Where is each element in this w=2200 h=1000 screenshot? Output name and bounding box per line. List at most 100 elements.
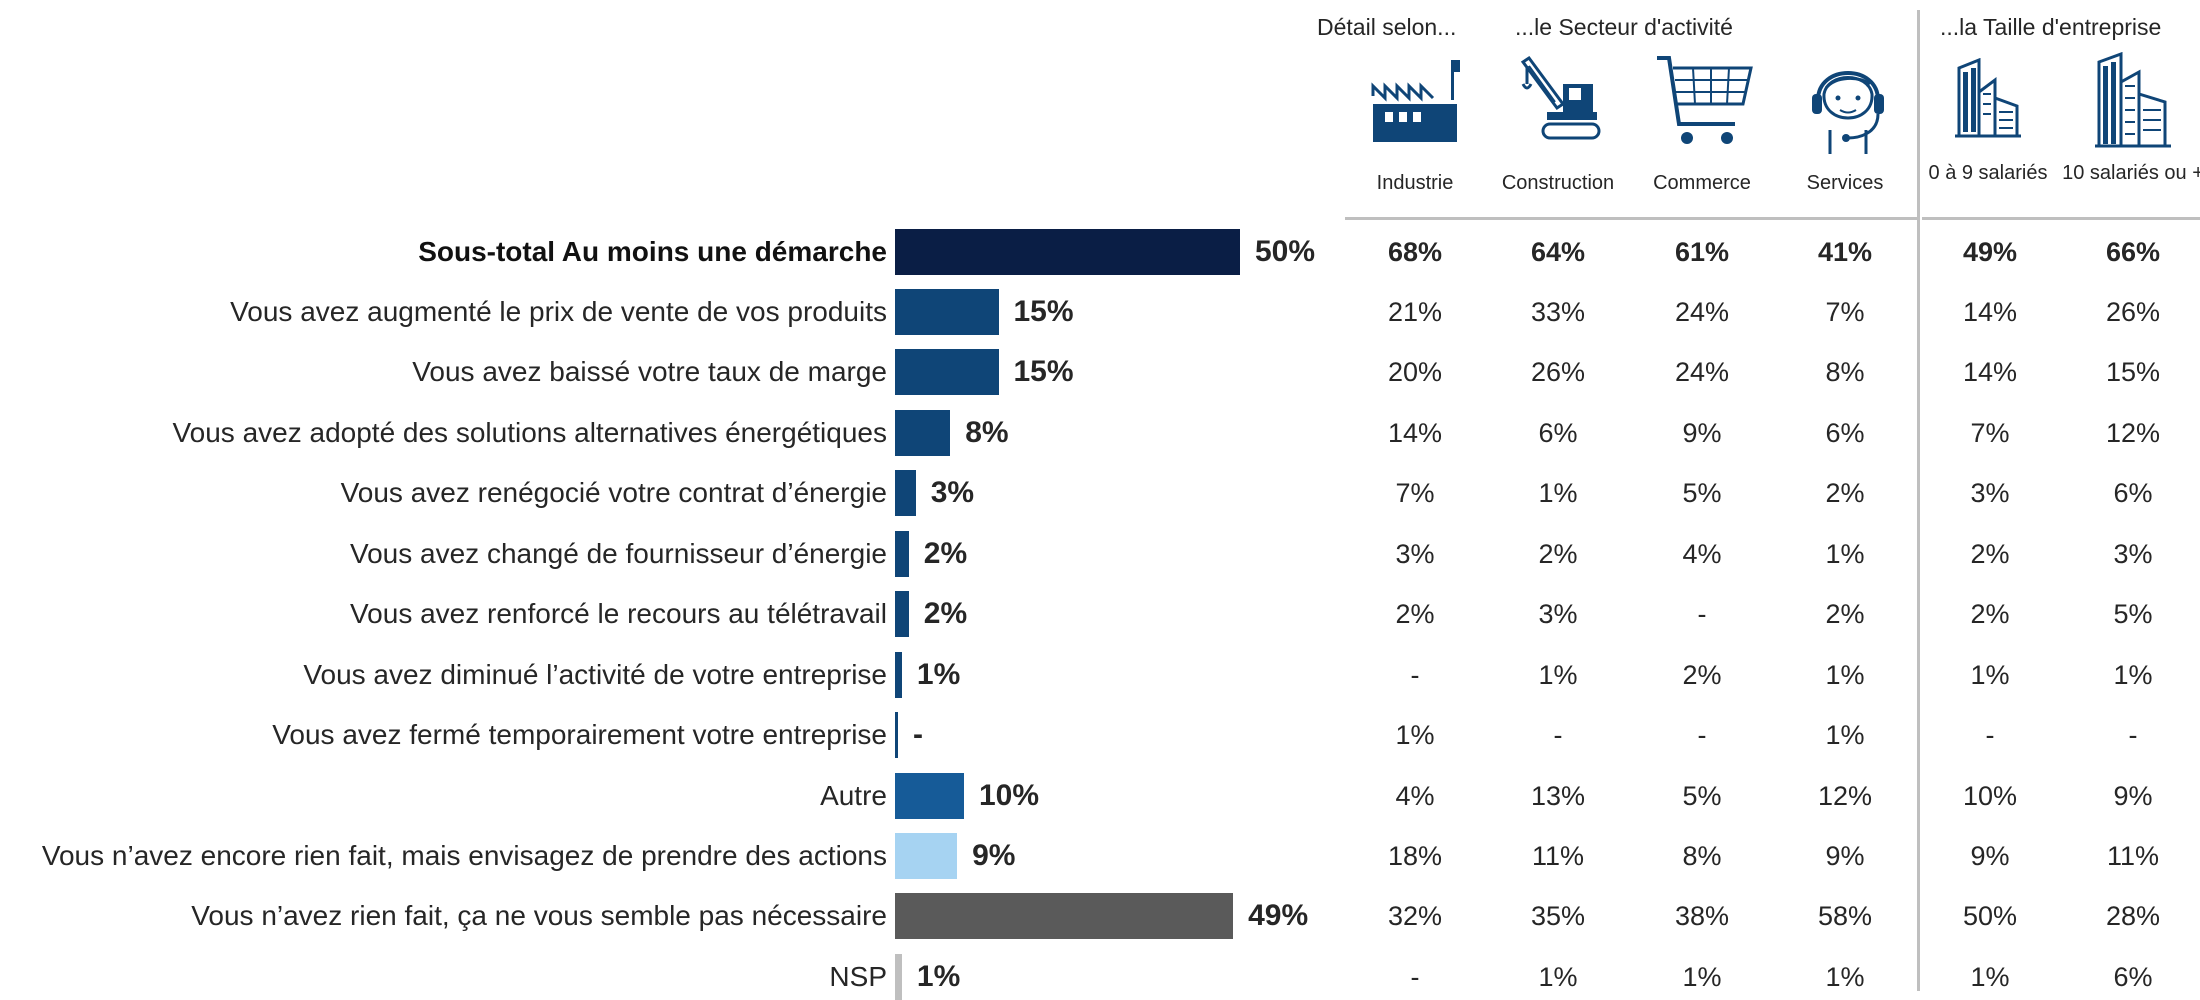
table-cell: 24% xyxy=(1674,297,1730,327)
bar-value-label: 10% xyxy=(979,779,1040,812)
table-cell: 3% xyxy=(1395,539,1435,569)
table-cell: 15% xyxy=(2105,357,2161,387)
table-cell: 1% xyxy=(1970,660,2010,690)
table-cell: 1% xyxy=(1682,962,1722,992)
table-cell: 1% xyxy=(1825,720,1865,750)
table-cell: 1% xyxy=(1825,660,1865,690)
table-cell: - xyxy=(1410,660,1420,690)
bar xyxy=(895,410,951,456)
shopping-cart-icon xyxy=(1657,56,1753,144)
col-name-construction: Construction xyxy=(1501,172,1615,194)
table-cell: 38% xyxy=(1674,901,1730,931)
table-cell: 7% xyxy=(1825,297,1865,327)
small-building-icon xyxy=(1955,58,2021,138)
row-label: Vous avez baissé votre taux de marge xyxy=(412,356,887,387)
bar xyxy=(895,833,958,879)
col-name-commerce: Commerce xyxy=(1653,172,1751,194)
bar-value-label: 49% xyxy=(1248,899,1309,932)
table-cell: 1% xyxy=(1970,962,2010,992)
table-cell: 6% xyxy=(1825,418,1865,448)
table-cell: 2% xyxy=(1682,660,1722,690)
table-cell: 2% xyxy=(1970,599,2010,629)
table-cell: 41% xyxy=(1817,237,1873,267)
table-cell: 3% xyxy=(1970,478,2010,508)
table-cell: - xyxy=(1985,720,1995,750)
row-label: Vous n’avez encore rien fait, mais envis… xyxy=(41,840,887,871)
row-label: Vous avez renégocié votre contrat d’éner… xyxy=(340,477,887,508)
bar xyxy=(895,893,1234,939)
bar-value-label: 15% xyxy=(1013,295,1074,328)
table-cell: 13% xyxy=(1530,781,1586,811)
table-cell: 26% xyxy=(2105,297,2161,327)
row-label: Sous-total Au moins une démarche xyxy=(418,236,887,267)
table-cell: 14% xyxy=(1962,297,2018,327)
row-label: Vous avez changé de fournisseur d’énergi… xyxy=(349,538,887,569)
bar-value-label: 1% xyxy=(916,960,961,993)
table-cell: 33% xyxy=(1530,297,1586,327)
row-label: Vous avez fermé temporairement votre ent… xyxy=(272,719,887,750)
table-cell: 4% xyxy=(1395,781,1435,811)
table-cell: 1% xyxy=(1825,539,1865,569)
bar-value-label: 9% xyxy=(972,839,1016,872)
sector-group-label: ...le Secteur d'activité xyxy=(1515,14,1733,40)
bar-value-label: 8% xyxy=(965,416,1009,449)
group-divider xyxy=(1917,10,1920,991)
table-cell: 49% xyxy=(1962,237,2018,267)
table-cell: 5% xyxy=(1682,478,1722,508)
header-underline-sector xyxy=(1345,217,1917,220)
bar-value-label: 1% xyxy=(916,658,961,691)
table-cell: 4% xyxy=(1682,539,1722,569)
bar xyxy=(895,531,909,577)
col-name-industrie: Industrie xyxy=(1376,172,1454,194)
bar-value-label: 3% xyxy=(930,476,975,509)
crane-icon xyxy=(1520,55,1601,140)
table-cell: - xyxy=(1697,599,1707,629)
table-cell: 10% xyxy=(1962,781,2018,811)
table-cell: 11% xyxy=(2106,841,2160,871)
table-cell: 14% xyxy=(1962,357,2018,387)
table-cell: 58% xyxy=(1817,901,1873,931)
col-name-services: Services xyxy=(1806,172,1884,194)
table-cell: 2% xyxy=(1970,539,2010,569)
table-cell: 1% xyxy=(2113,660,2153,690)
table-cell: 12% xyxy=(2105,418,2161,448)
bar xyxy=(895,229,1240,275)
bar xyxy=(895,349,999,395)
bar-value-label: 2% xyxy=(923,597,968,630)
bar-value-label: - xyxy=(913,718,923,751)
table-cell: 6% xyxy=(2113,962,2153,992)
table-cell: - xyxy=(1410,962,1420,992)
table-cell: 7% xyxy=(1395,478,1435,508)
table-cell: 28% xyxy=(2105,901,2161,931)
table-cell: - xyxy=(1697,720,1707,750)
table-cell: 3% xyxy=(2113,539,2153,569)
table-cell: 9% xyxy=(1825,841,1865,871)
table-cell: 5% xyxy=(2113,599,2153,629)
detail-label: Détail selon... xyxy=(1317,14,1457,40)
table-cell: 26% xyxy=(1530,357,1586,387)
table-cell: 2% xyxy=(1395,599,1435,629)
tall-building-icon xyxy=(2095,52,2171,148)
factory-icon xyxy=(1371,60,1460,142)
table-cell: 2% xyxy=(1538,539,1578,569)
bar xyxy=(895,289,999,335)
table-cell: 35% xyxy=(1530,901,1586,931)
bar xyxy=(895,712,898,758)
table-cell: 6% xyxy=(1538,418,1578,448)
table-cell: 1% xyxy=(1395,720,1435,750)
table-cell: 2% xyxy=(1825,478,1865,508)
table-cell: 64% xyxy=(1530,237,1586,267)
table-cell: 11% xyxy=(1531,841,1585,871)
table-cell: 6% xyxy=(2113,478,2153,508)
table-cell: 20% xyxy=(1387,357,1443,387)
bar xyxy=(895,470,916,516)
table-cell: 1% xyxy=(1538,478,1578,508)
table-cell: 68% xyxy=(1387,237,1443,267)
row-label: Vous avez diminué l’activité de votre en… xyxy=(303,659,887,690)
table-cell: 9% xyxy=(1682,418,1722,448)
table-cell: 1% xyxy=(1538,962,1578,992)
table-cell: 24% xyxy=(1674,357,1730,387)
bar xyxy=(895,773,964,819)
table-cell: 3% xyxy=(1538,599,1578,629)
table-cell: 18% xyxy=(1387,841,1443,871)
